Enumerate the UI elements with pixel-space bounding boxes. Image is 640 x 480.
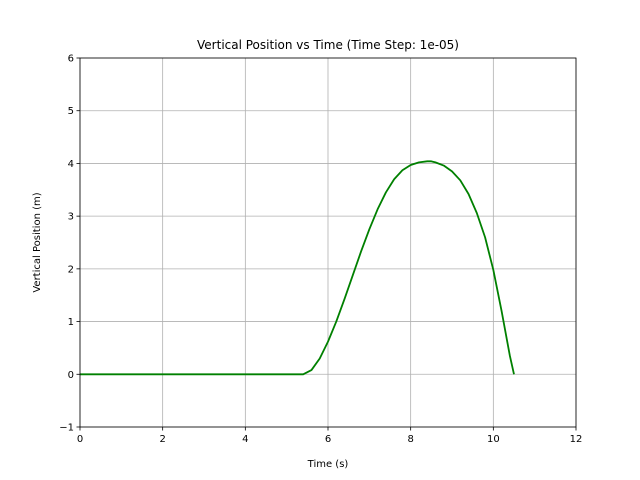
grid — [79, 57, 577, 428]
axes-frame — [79, 57, 577, 428]
y-tick-label: 5 — [68, 106, 74, 117]
x-tick-label: 12 — [570, 434, 583, 445]
y-axis-label: Vertical Position (m) — [32, 192, 43, 292]
y-tick-label: 3 — [68, 212, 74, 223]
chart-title: Vertical Position vs Time (Time Step: 1e… — [197, 38, 459, 52]
y-tick-label: −1 — [59, 423, 74, 434]
y-tick-label: 4 — [68, 159, 74, 170]
x-tick-label: 4 — [242, 434, 248, 445]
y-tick-label: 6 — [68, 54, 74, 65]
x-tick-label: 8 — [407, 434, 413, 445]
series-group — [80, 160, 515, 376]
x-tick-label: 0 — [77, 434, 83, 445]
x-axis-label: Time (s) — [307, 459, 349, 470]
series-line — [80, 160, 515, 376]
y-tick-label: 1 — [68, 317, 74, 328]
y-tick-label: 2 — [68, 264, 74, 275]
x-tick-label: 2 — [159, 434, 165, 445]
x-tick-label: 6 — [325, 434, 331, 445]
y-tick-label: 0 — [68, 370, 74, 381]
x-tick-label: 10 — [487, 434, 500, 445]
